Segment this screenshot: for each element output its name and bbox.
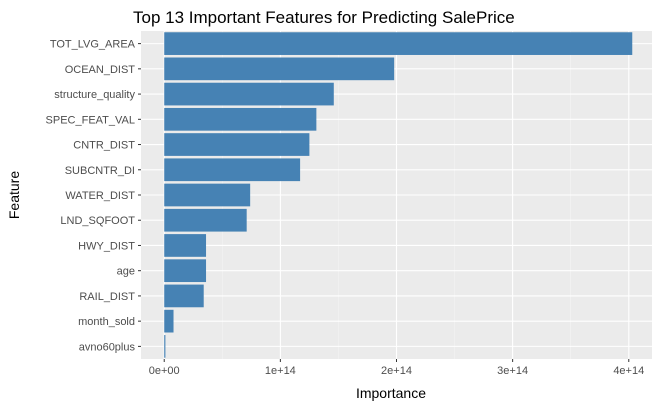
bar xyxy=(164,107,317,131)
y-tick-label: SPEC_FEAT_VAL xyxy=(46,114,135,126)
bar xyxy=(164,284,204,308)
x-tick-label: 1e+14 xyxy=(265,365,296,377)
y-tick-label: structure_quality xyxy=(54,89,135,101)
y-tick-label: LND_SQFOOT xyxy=(60,215,135,227)
chart-title: Top 13 Important Features for Predicting… xyxy=(133,8,515,27)
y-tick-label: WATER_DIST xyxy=(65,190,135,202)
y-axis-title: Feature xyxy=(6,171,22,219)
bar xyxy=(164,158,301,182)
x-tick-label: 3e+14 xyxy=(497,365,528,377)
bar xyxy=(164,309,174,333)
y-axis-ticks: TOT_LVG_AREA OCEAN_DIST structure_quality S… xyxy=(46,39,141,353)
bar xyxy=(164,234,207,257)
y-tick-label: RAIL_DIST xyxy=(79,291,135,303)
bar xyxy=(164,57,395,81)
x-axis-title: Importance xyxy=(356,385,426,401)
y-tick-label: SUBCNTR_DI xyxy=(65,165,135,177)
y-tick-label: HWY_DIST xyxy=(78,240,135,252)
bars xyxy=(164,32,633,358)
x-tick-label: 4e+14 xyxy=(613,365,644,377)
bar xyxy=(164,133,310,156)
y-tick-label: age xyxy=(117,266,135,278)
y-tick-label: avno60plus xyxy=(79,341,136,353)
y-tick-label: month_sold xyxy=(78,316,135,328)
bar xyxy=(164,208,247,232)
y-tick-label: CNTR_DIST xyxy=(73,140,135,152)
x-tick-label: 2e+14 xyxy=(381,365,412,377)
y-tick-label: TOT_LVG_AREA xyxy=(50,39,136,51)
bar xyxy=(164,259,207,283)
y-tick-label: OCEAN_DIST xyxy=(65,64,136,76)
bar xyxy=(164,32,633,55)
bar xyxy=(164,82,334,106)
bar xyxy=(164,335,166,358)
bar xyxy=(164,183,251,207)
x-tick-label: 0e+00 xyxy=(149,365,180,377)
x-axis-ticks: 0e+00 1e+14 2e+14 3e+14 4e+14 xyxy=(149,359,644,377)
